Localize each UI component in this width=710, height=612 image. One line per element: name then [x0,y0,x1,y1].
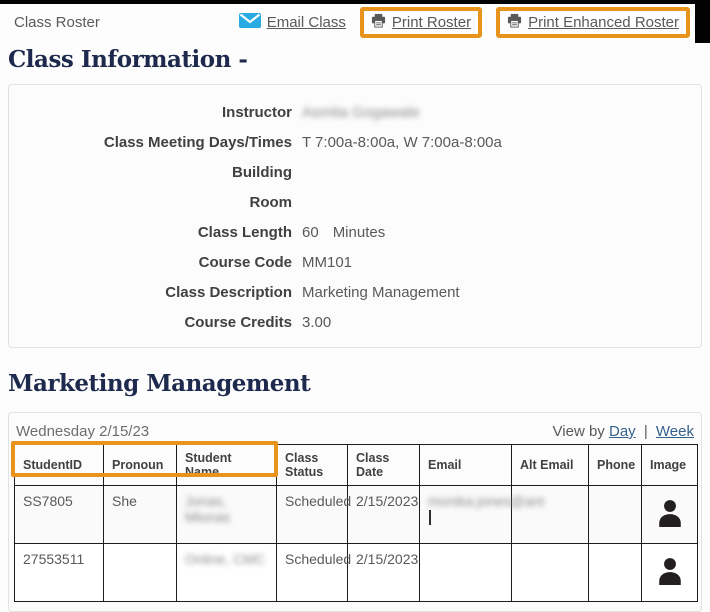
col-header-student-name: Student Name [176,444,277,486]
course-title-heading: Marketing Management [8,370,311,397]
cell-class-status: Scheduled [276,543,351,602]
cell-phone [588,485,642,544]
cell-alt-email [511,485,589,544]
roster-table: StudentID Pronoun Student Name Class Sta… [14,444,698,602]
roster-date: Wednesday 2/15/23 [16,423,150,440]
cell-phone [588,543,642,602]
field-value: T 7:00a-8:00a, W 7:00a-8:00a [302,133,502,151]
form-row-course-code: Course Code MM101 [9,247,701,277]
print-roster-link[interactable]: Print Roster [371,13,471,32]
cell-class-date: 2/15/2023 [347,543,420,602]
cell-student-id: SS7805 [14,485,104,544]
field-value: MM101 [302,253,353,271]
highlight-box-print-enhanced-roster: Print Enhanced Roster [496,6,690,38]
col-header-email: Email [419,444,512,486]
form-row-meeting-times: Class Meeting Days/Times T 7:00a-8:00a, … [9,127,701,157]
view-by-controls: View by Day | Week [553,423,694,440]
header-actions: Email Class Print Roster Print Enhanced … [238,6,690,38]
class-information-card: Instructor Asmita Gogawale Class Meeting… [8,84,702,348]
cell-student-name: Jonas, Mlonas [176,485,277,544]
form-row-course-credits: Course Credits 3.00 [9,307,701,337]
print-enhanced-roster-label: Print Enhanced Roster [528,13,679,31]
window-top-edge [0,0,710,4]
table-header-row: StudentID Pronoun Student Name Class Sta… [14,444,698,486]
redacted-student-name: Online, CMC [185,551,266,567]
table-row: 27553511 Online, CMC Scheduled 2/15/2023 [14,543,698,602]
col-header-alt-email: Alt Email [511,444,589,486]
form-row-instructor: Instructor Asmita Gogawale [9,97,701,127]
form-row-class-description: Class Description Marketing Management [9,277,701,307]
page-title: Class Roster [14,13,100,31]
cell-class-date: 2/15/2023 [347,485,420,544]
field-label: Course Credits [184,313,292,331]
field-label: Room [249,193,293,211]
field-value: 3.00 [302,313,332,331]
cell-class-status: Scheduled [276,485,351,544]
view-by-day-link[interactable]: Day [608,423,636,440]
field-value: 60 [302,223,319,241]
col-header-class-status: Class Status [276,444,348,486]
class-information-heading: Class Information - [8,46,248,73]
page-header: Class Roster Email Class Print Roster Pr… [0,4,710,40]
email-class-link[interactable]: Email Class [238,12,346,32]
col-header-pronoun: Pronoun [103,444,177,486]
field-value-redacted: Asmita Gogawale [302,103,420,121]
cell-image [641,543,698,602]
cell-image [641,485,698,544]
field-suffix: Minutes [332,223,386,241]
view-by-label: View by [552,423,605,440]
print-enhanced-roster-link[interactable]: Print Enhanced Roster [507,13,679,32]
col-header-class-date: Class Date [347,444,420,486]
field-label: Course Code [198,253,292,271]
roster-toolbar: Wednesday 2/15/23 View by Day | Week [14,423,696,440]
field-label: Class Meeting Days/Times [103,133,292,151]
field-label: Instructor [221,103,292,121]
roster-table-wrap: StudentID Pronoun Student Name Class Sta… [11,441,698,602]
table-row: SS7805 She Jonas, Mlonas Scheduled 2/15/… [14,485,698,544]
email-class-label: Email Class [266,13,346,31]
window-corner-edge [695,0,710,43]
field-label: Building [232,163,292,181]
cell-email [419,543,512,602]
envelope-icon [238,12,261,32]
col-header-image: Image [641,444,698,486]
field-label: Class Length [197,223,292,241]
cell-email: monika.jones@ant [419,485,544,544]
printer-icon [371,13,386,32]
field-value: Marketing Management [302,283,460,301]
print-roster-label: Print Roster [391,13,472,31]
person-icon [657,558,683,588]
col-header-studentid: StudentID [14,444,104,486]
cell-pronoun [103,543,177,602]
cell-student-id: 27553511 [14,543,104,602]
field-label: Class Description [165,283,292,301]
form-row-building: Building [9,157,701,187]
person-icon [657,500,683,530]
view-by-separator: | [643,423,648,440]
col-header-phone: Phone [588,444,642,486]
redacted-student-name: Jonas, Mlonas [185,493,231,525]
redacted-email: monika.jones@ant [428,493,545,509]
roster-card: Wednesday 2/15/23 View by Day | Week Stu… [8,412,702,612]
cell-alt-email [511,543,589,602]
cell-pronoun: She [103,485,177,544]
form-row-class-length: Class Length 60 Minutes [9,217,701,247]
text-cursor [429,510,431,525]
form-row-room: Room [9,187,701,217]
cell-student-name: Online, CMC [176,543,277,602]
printer-icon [507,13,522,32]
view-by-week-link[interactable]: Week [655,423,694,440]
highlight-box-print-roster: Print Roster [359,6,483,38]
